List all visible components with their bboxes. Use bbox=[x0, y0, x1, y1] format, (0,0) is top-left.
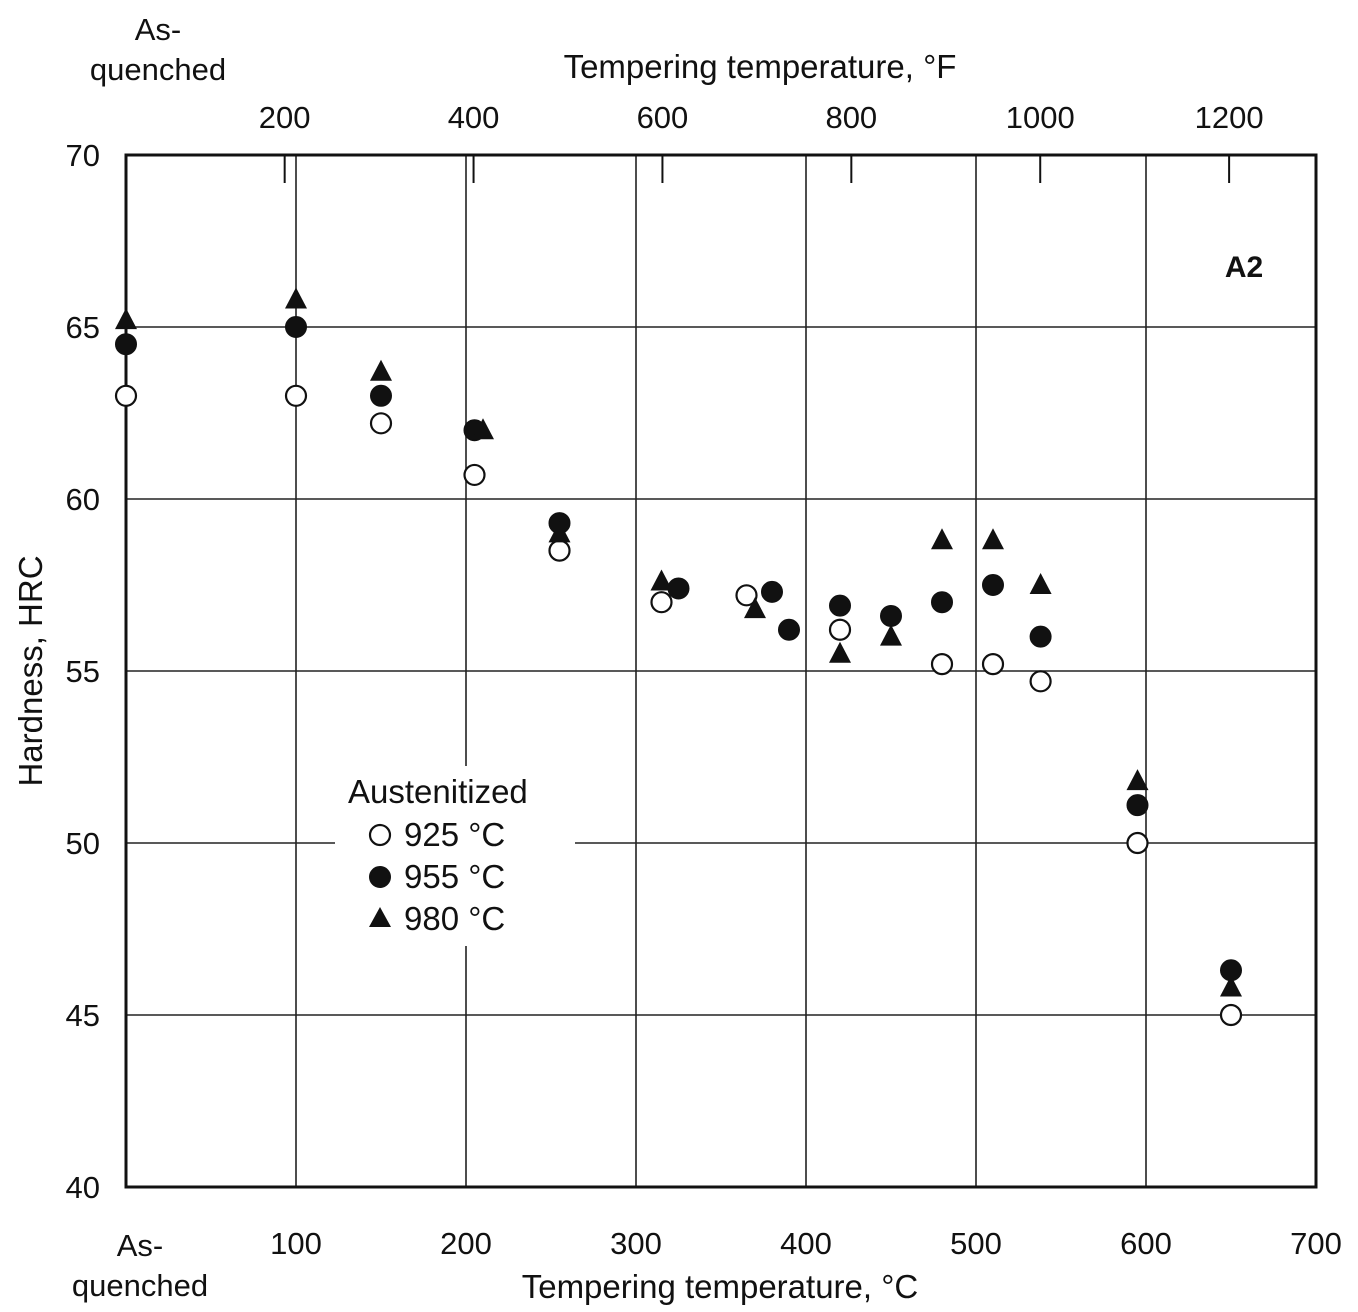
data-point-925 bbox=[828, 618, 852, 641]
data-point-980 bbox=[115, 308, 137, 330]
y-axis-title: Hardness, HRC bbox=[12, 555, 49, 786]
x-top-tick-label: 800 bbox=[825, 100, 877, 135]
data-point-925 bbox=[930, 653, 954, 676]
data-point-925 bbox=[369, 412, 393, 435]
panel-label: A2 bbox=[1225, 251, 1263, 284]
label-layer: 100 200 300 400 500 600 700 200 400 600 800 1000 120… bbox=[66, 100, 1342, 1261]
plot-frame bbox=[124, 153, 1318, 1189]
x-bottom-tick-label: 700 bbox=[1290, 1226, 1342, 1261]
y-tick-label: 50 bbox=[66, 826, 100, 861]
x-bottom-origin-label-line1: As- bbox=[117, 1228, 164, 1263]
data-point-980 bbox=[829, 641, 851, 663]
data-point-925 bbox=[114, 384, 138, 407]
data-point-980 bbox=[548, 521, 571, 543]
grid-layer bbox=[126, 155, 1316, 1187]
y-tick-label: 45 bbox=[66, 998, 100, 1033]
x-top-origin-label-line1: As- bbox=[135, 12, 182, 47]
data-point-980 bbox=[1220, 975, 1242, 997]
data-point-925 bbox=[284, 384, 308, 407]
x-bottom-axis-title: Tempering temperature, °C bbox=[522, 1268, 919, 1305]
x-top-tick-label: 200 bbox=[259, 100, 311, 135]
data-point-980 bbox=[744, 597, 766, 619]
x-top-tick-label: 1200 bbox=[1195, 100, 1264, 135]
data-point-925 bbox=[1029, 670, 1052, 693]
data-point-925 bbox=[650, 591, 673, 614]
data-point-925 bbox=[548, 539, 571, 562]
marker-layer bbox=[114, 287, 1243, 1027]
data-point-955 bbox=[1029, 625, 1052, 648]
x-bottom-tick-label: 200 bbox=[440, 1226, 492, 1261]
data-point-955 bbox=[115, 333, 137, 356]
legend-label-980: 980 °C bbox=[404, 900, 505, 937]
data-point-955 bbox=[982, 574, 1004, 596]
tick-layer bbox=[283, 155, 1231, 183]
x-bottom-origin-label-line2: quenched bbox=[72, 1268, 208, 1303]
x-top-tick-label: 400 bbox=[448, 100, 500, 135]
x-bottom-tick-label: 300 bbox=[610, 1226, 662, 1261]
legend-label-955: 955 °C bbox=[404, 858, 505, 895]
y-tick-label: 60 bbox=[66, 482, 100, 517]
y-tick-label: 65 bbox=[66, 310, 100, 345]
legend: Austenitized 925 °C 955 °C 980 °C bbox=[335, 766, 575, 946]
data-point-955 bbox=[370, 384, 392, 407]
data-point-980 bbox=[982, 528, 1004, 550]
data-point-955 bbox=[880, 604, 902, 627]
x-top-tick-label: 1000 bbox=[1006, 100, 1075, 135]
data-point-955 bbox=[761, 580, 783, 603]
data-point-955 bbox=[1126, 794, 1149, 817]
data-point-925 bbox=[1126, 831, 1149, 855]
data-point-925 bbox=[735, 584, 758, 607]
legend-marker-955 bbox=[369, 866, 391, 888]
data-point-955 bbox=[778, 618, 800, 641]
x-top-origin-label-line2: quenched bbox=[90, 52, 226, 87]
data-point-980 bbox=[1126, 769, 1149, 791]
data-point-980 bbox=[880, 624, 902, 646]
legend-background bbox=[335, 766, 575, 946]
x-bottom-tick-label: 400 bbox=[780, 1226, 832, 1261]
data-point-980 bbox=[285, 287, 307, 309]
data-point-980 bbox=[472, 418, 494, 440]
legend-marker-980 bbox=[369, 907, 391, 927]
x-bottom-tick-label: 500 bbox=[950, 1226, 1002, 1261]
data-point-925 bbox=[981, 653, 1005, 676]
y-tick-label: 40 bbox=[66, 1170, 100, 1205]
x-bottom-tick-label: 600 bbox=[1120, 1226, 1172, 1261]
data-point-955 bbox=[931, 591, 953, 614]
y-tick-label: 70 bbox=[66, 138, 100, 173]
data-point-955 bbox=[829, 594, 851, 617]
data-point-925 bbox=[1219, 1003, 1243, 1027]
data-point-980 bbox=[650, 569, 673, 591]
data-point-980 bbox=[370, 359, 392, 381]
x-top-axis-title: Tempering temperature, °F bbox=[564, 48, 957, 85]
data-point-955 bbox=[285, 316, 307, 338]
x-top-tick-label: 600 bbox=[637, 100, 689, 135]
data-point-980 bbox=[931, 528, 953, 550]
data-point-980 bbox=[1029, 573, 1052, 594]
y-tick-label: 55 bbox=[66, 654, 100, 689]
data-point-925 bbox=[463, 463, 486, 487]
legend-title: Austenitized bbox=[348, 773, 528, 810]
legend-marker-925 bbox=[368, 823, 392, 847]
legend-label-925: 925 °C bbox=[404, 816, 505, 853]
x-bottom-tick-label: 100 bbox=[270, 1226, 322, 1261]
